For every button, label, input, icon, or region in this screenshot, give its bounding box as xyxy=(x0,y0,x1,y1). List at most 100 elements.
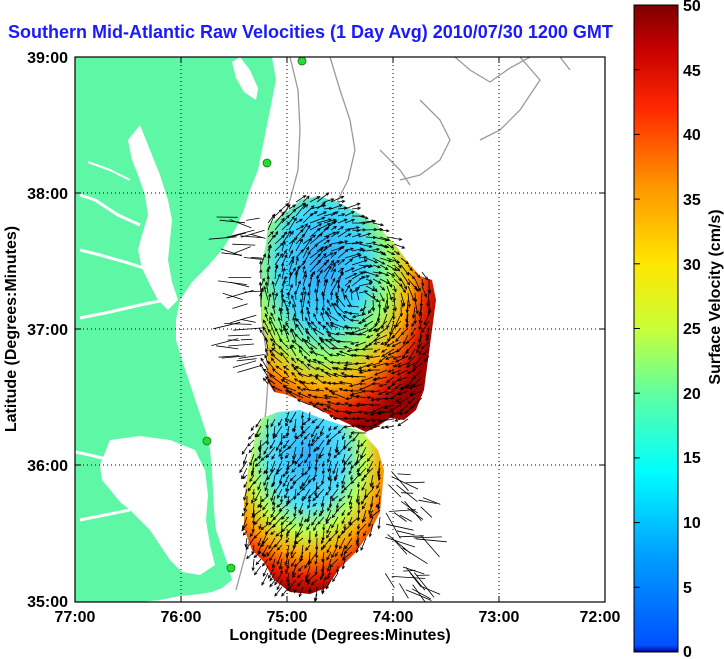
velocity-arrow-head xyxy=(285,422,289,427)
velocity-arrow-head xyxy=(310,442,314,447)
velocity-arrow xyxy=(401,383,409,391)
velocity-arrow-head xyxy=(331,524,335,529)
velocity-arrow xyxy=(267,293,271,308)
velocity-arrow-head xyxy=(335,291,339,296)
velocity-arrow xyxy=(281,565,283,574)
velocity-arrow xyxy=(287,558,290,570)
velocity-arrow xyxy=(326,551,332,561)
velocity-arrow-head xyxy=(323,394,328,398)
velocity-arrow-head xyxy=(317,361,322,365)
velocity-arrow xyxy=(315,488,325,499)
velocity-arrow xyxy=(372,285,378,292)
velocity-arrow-head xyxy=(303,436,308,440)
velocity-arrow-head xyxy=(405,272,410,276)
velocity-arrow xyxy=(302,213,314,224)
velocity-arrow xyxy=(302,204,308,210)
velocity-arrow-head xyxy=(357,233,362,237)
velocity-arrow-head xyxy=(321,290,325,295)
velocity-arrow-head xyxy=(346,304,351,308)
colorbar-tick-label: 45 xyxy=(683,63,701,80)
velocity-arrow xyxy=(282,377,297,385)
velocity-arrow-head xyxy=(377,477,382,482)
velocity-arrow-head xyxy=(280,456,284,461)
velocity-arrow-head xyxy=(358,370,363,374)
velocity-arrow-head xyxy=(388,259,393,263)
velocity-arrow-head xyxy=(369,403,374,407)
velocity-arrow-head xyxy=(333,225,338,230)
velocity-arrow xyxy=(274,586,283,597)
velocity-arrow xyxy=(304,355,311,364)
velocity-arrow-head xyxy=(319,576,324,581)
velocity-arrow-head xyxy=(325,310,329,315)
velocity-arrow-head xyxy=(372,364,377,368)
velocity-arrow-head xyxy=(285,321,289,326)
velocity-arrow-head xyxy=(285,539,289,544)
velocity-arrow-head xyxy=(270,423,274,428)
velocity-arrow xyxy=(262,502,269,510)
velocity-arrow-head xyxy=(269,349,273,353)
velocity-arrow xyxy=(379,229,389,232)
velocity-arrow xyxy=(328,481,332,490)
velocity-arrow-head xyxy=(305,578,310,583)
velocity-arrow xyxy=(281,586,290,597)
velocity-arrow-head xyxy=(253,521,258,526)
velocity-arrow xyxy=(307,311,311,322)
velocity-arrow xyxy=(278,446,290,457)
velocity-arrow-head xyxy=(333,251,337,255)
velocity-arrow-head xyxy=(366,395,371,400)
velocity-arrow xyxy=(386,257,400,263)
velocity-arrow xyxy=(262,565,269,577)
velocity-arrow-head xyxy=(341,565,346,570)
velocity-arrow-head xyxy=(326,239,331,243)
velocity-arrow xyxy=(254,516,262,525)
velocity-arrow xyxy=(386,523,414,531)
velocity-arrow-head xyxy=(286,221,291,226)
velocity-arrow xyxy=(274,211,285,224)
velocity-arrow-head xyxy=(285,389,289,394)
velocity-arrow xyxy=(332,460,339,474)
velocity-arrow xyxy=(351,275,365,287)
velocity-arrow-head xyxy=(371,418,376,423)
velocity-arrow xyxy=(396,530,415,536)
velocity-arrow xyxy=(372,404,388,413)
velocity-arrow-head xyxy=(265,470,269,475)
velocity-arrow xyxy=(294,313,297,322)
velocity-arrow-head xyxy=(351,314,356,319)
velocity-arrow xyxy=(364,411,374,414)
velocity-arrow-head xyxy=(282,444,287,449)
velocity-arrow-head xyxy=(427,290,432,295)
velocity-arrow-head xyxy=(300,291,304,296)
velocity-arrow-head xyxy=(356,484,361,489)
velocity-arrow-head xyxy=(405,364,410,368)
velocity-arrow xyxy=(255,418,262,428)
velocity-arrow xyxy=(263,368,276,378)
velocity-arrow xyxy=(369,523,374,537)
velocity-arrow-head xyxy=(348,501,352,506)
velocity-arrow-head xyxy=(264,305,268,310)
velocity-arrow-head xyxy=(289,249,294,254)
velocity-arrow-head xyxy=(340,489,345,494)
velocity-arrow xyxy=(323,325,332,336)
velocity-arrow xyxy=(327,558,332,572)
velocity-arrow xyxy=(315,530,318,537)
velocity-arrow-head xyxy=(278,208,283,213)
velocity-arrow xyxy=(320,502,325,515)
velocity-arrow xyxy=(281,262,284,273)
velocity-arrow-head xyxy=(388,413,393,417)
velocity-arrow xyxy=(386,292,389,309)
velocity-arrow xyxy=(270,488,276,501)
velocity-arrow xyxy=(305,572,311,582)
velocity-arrow xyxy=(295,257,299,266)
velocity-arrow xyxy=(358,290,368,294)
velocity-arrow xyxy=(397,369,409,376)
velocity-arrow xyxy=(281,241,286,252)
velocity-arrow-head xyxy=(407,400,412,404)
velocity-arrow-head xyxy=(345,396,349,401)
velocity-arrow xyxy=(369,425,381,430)
velocity-arrow-head xyxy=(335,352,340,356)
velocity-arrow xyxy=(267,432,269,445)
velocity-arrow-head xyxy=(358,382,363,386)
velocity-arrow-head xyxy=(376,485,380,490)
velocity-arrow xyxy=(255,558,262,565)
velocity-arrow xyxy=(389,509,416,512)
